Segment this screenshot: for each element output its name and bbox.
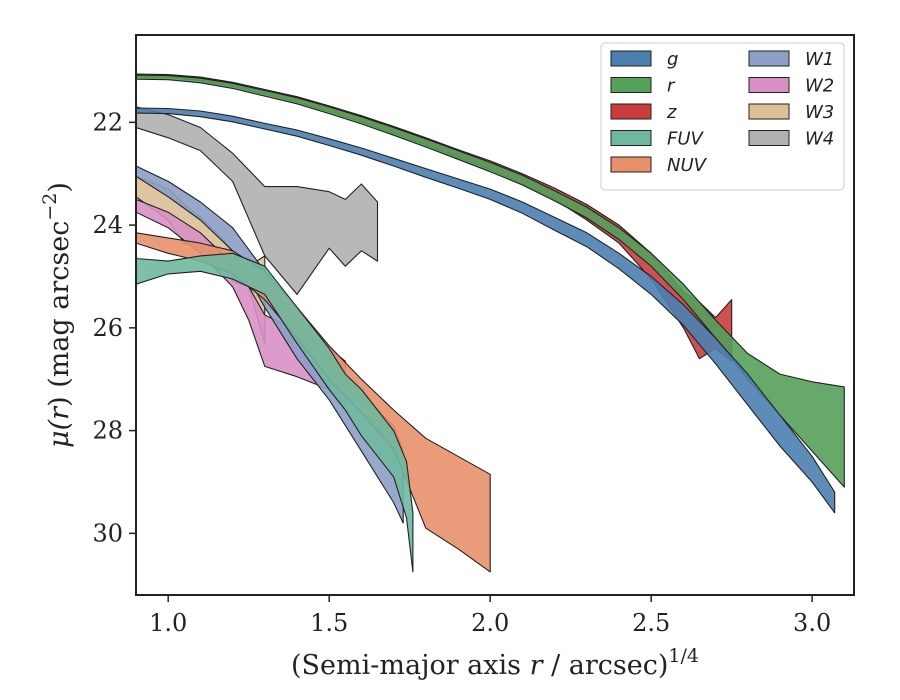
legend-label-w1: W1 (805, 49, 834, 70)
band-r (136, 74, 845, 488)
x-axis: 1.0 1.5 2.0 2.5 3.0 (149, 595, 831, 637)
y-tick-label: 28 (92, 417, 123, 445)
legend-swatch-g (610, 50, 652, 67)
legend-label-z: z (666, 102, 677, 123)
y-tick-label: 22 (92, 108, 123, 136)
legend-swatch-nuv (610, 156, 652, 173)
x-tick-label: 1.0 (149, 609, 187, 637)
plot-frame (135, 34, 855, 596)
legend-label-w2: W2 (805, 76, 834, 97)
x-axis-title: (Semi-major axis r / arcsec)1/4 (291, 645, 699, 681)
legend-swatch-w2 (748, 77, 790, 93)
bands-layer (136, 73, 845, 573)
x-tick-label: 2.5 (632, 609, 670, 637)
legend-label-w3: W3 (805, 102, 834, 123)
y-tick-label: 30 (92, 519, 123, 547)
legend-swatch-w3 (748, 103, 790, 120)
x-tick-label: 2.0 (471, 609, 509, 637)
band-fuv (136, 252, 414, 573)
legend-label-nuv: NUV (667, 155, 708, 176)
y-tick-label: 26 (92, 314, 123, 342)
x-tick-label: 3.0 (793, 609, 831, 637)
legend: grz FUV NUV W1 W2 W3 W4 (600, 42, 845, 191)
y-axis: 22 24 26 28 30 (92, 108, 136, 547)
y-tick-label: 24 (92, 211, 123, 239)
legend-swatch-r (610, 77, 652, 93)
x-tick-label: 1.5 (310, 609, 348, 637)
legend-swatch-w4 (748, 130, 790, 146)
legend-swatch-w1 (748, 50, 790, 67)
band-w4 (136, 106, 379, 295)
y-axis-title: μ(r) (mag arcsec−2) (39, 182, 75, 448)
legend-swatch-fuv (610, 130, 652, 146)
band-w1 (136, 165, 404, 524)
legend-label-fuv: FUV (667, 129, 705, 150)
legend-label-w4: W4 (805, 129, 834, 150)
legend-label-g: g (667, 49, 678, 70)
legend-label-r: r (667, 76, 676, 97)
legend-swatch-z (610, 103, 652, 120)
band-g (136, 107, 836, 514)
